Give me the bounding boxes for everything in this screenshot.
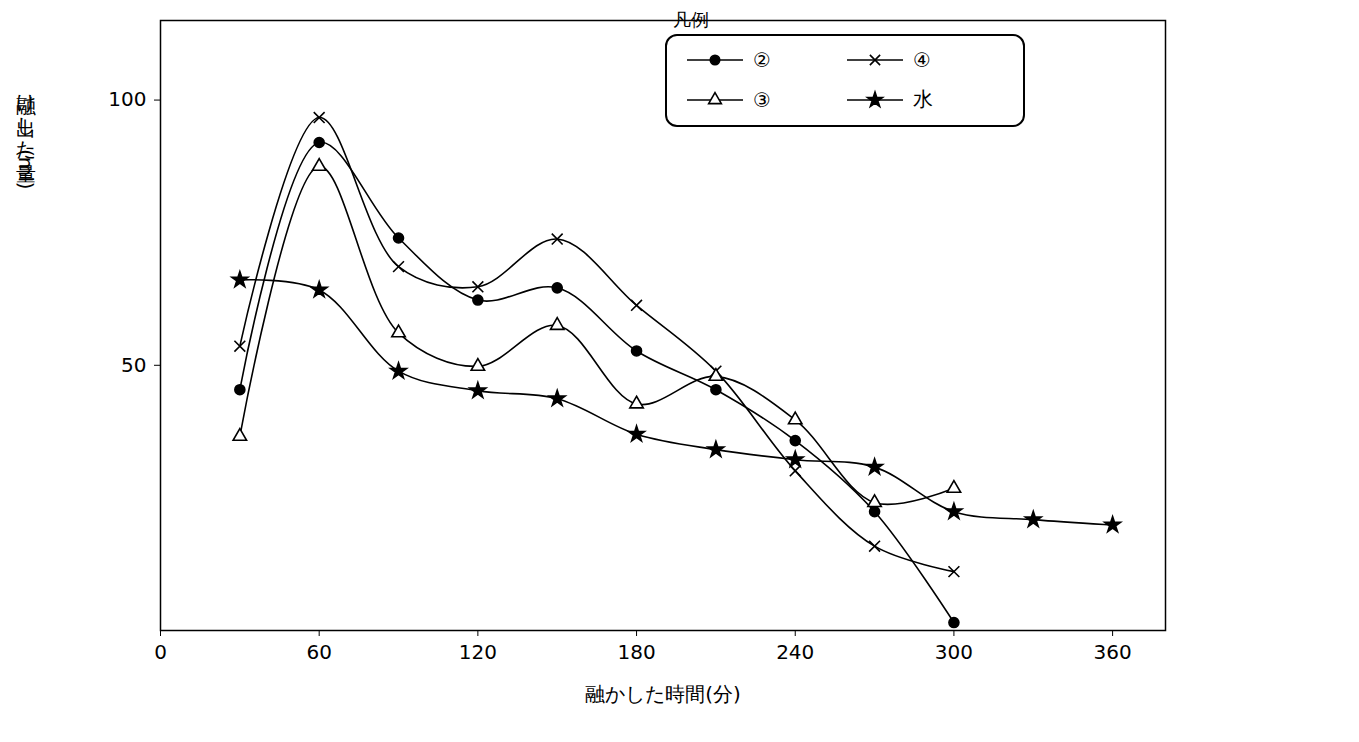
svg-text:180: 180 (617, 640, 655, 664)
html-text:④: ④ (913, 48, 931, 72)
svg-text:60: 60 (306, 640, 331, 664)
svg-text:300: 300 (935, 640, 973, 664)
svg-text:50: 50 (121, 353, 146, 377)
html-text:融け出した量(ml): 融け出した量(ml) (14, 80, 38, 190)
html-text:②: ② (753, 48, 771, 72)
svg-text:100: 100 (108, 87, 146, 111)
svg-text:120: 120 (459, 640, 497, 664)
svg-text:240: 240 (776, 640, 814, 664)
svg-text:0: 0 (154, 640, 167, 664)
svg-text:360: 360 (1094, 640, 1132, 664)
html-text:凡例: 凡例 (673, 9, 709, 30)
svg-text:融かした時間(分): 融かした時間(分) (585, 682, 741, 706)
html-text:③: ③ (753, 87, 771, 112)
html-text:水: 水 (913, 87, 933, 111)
